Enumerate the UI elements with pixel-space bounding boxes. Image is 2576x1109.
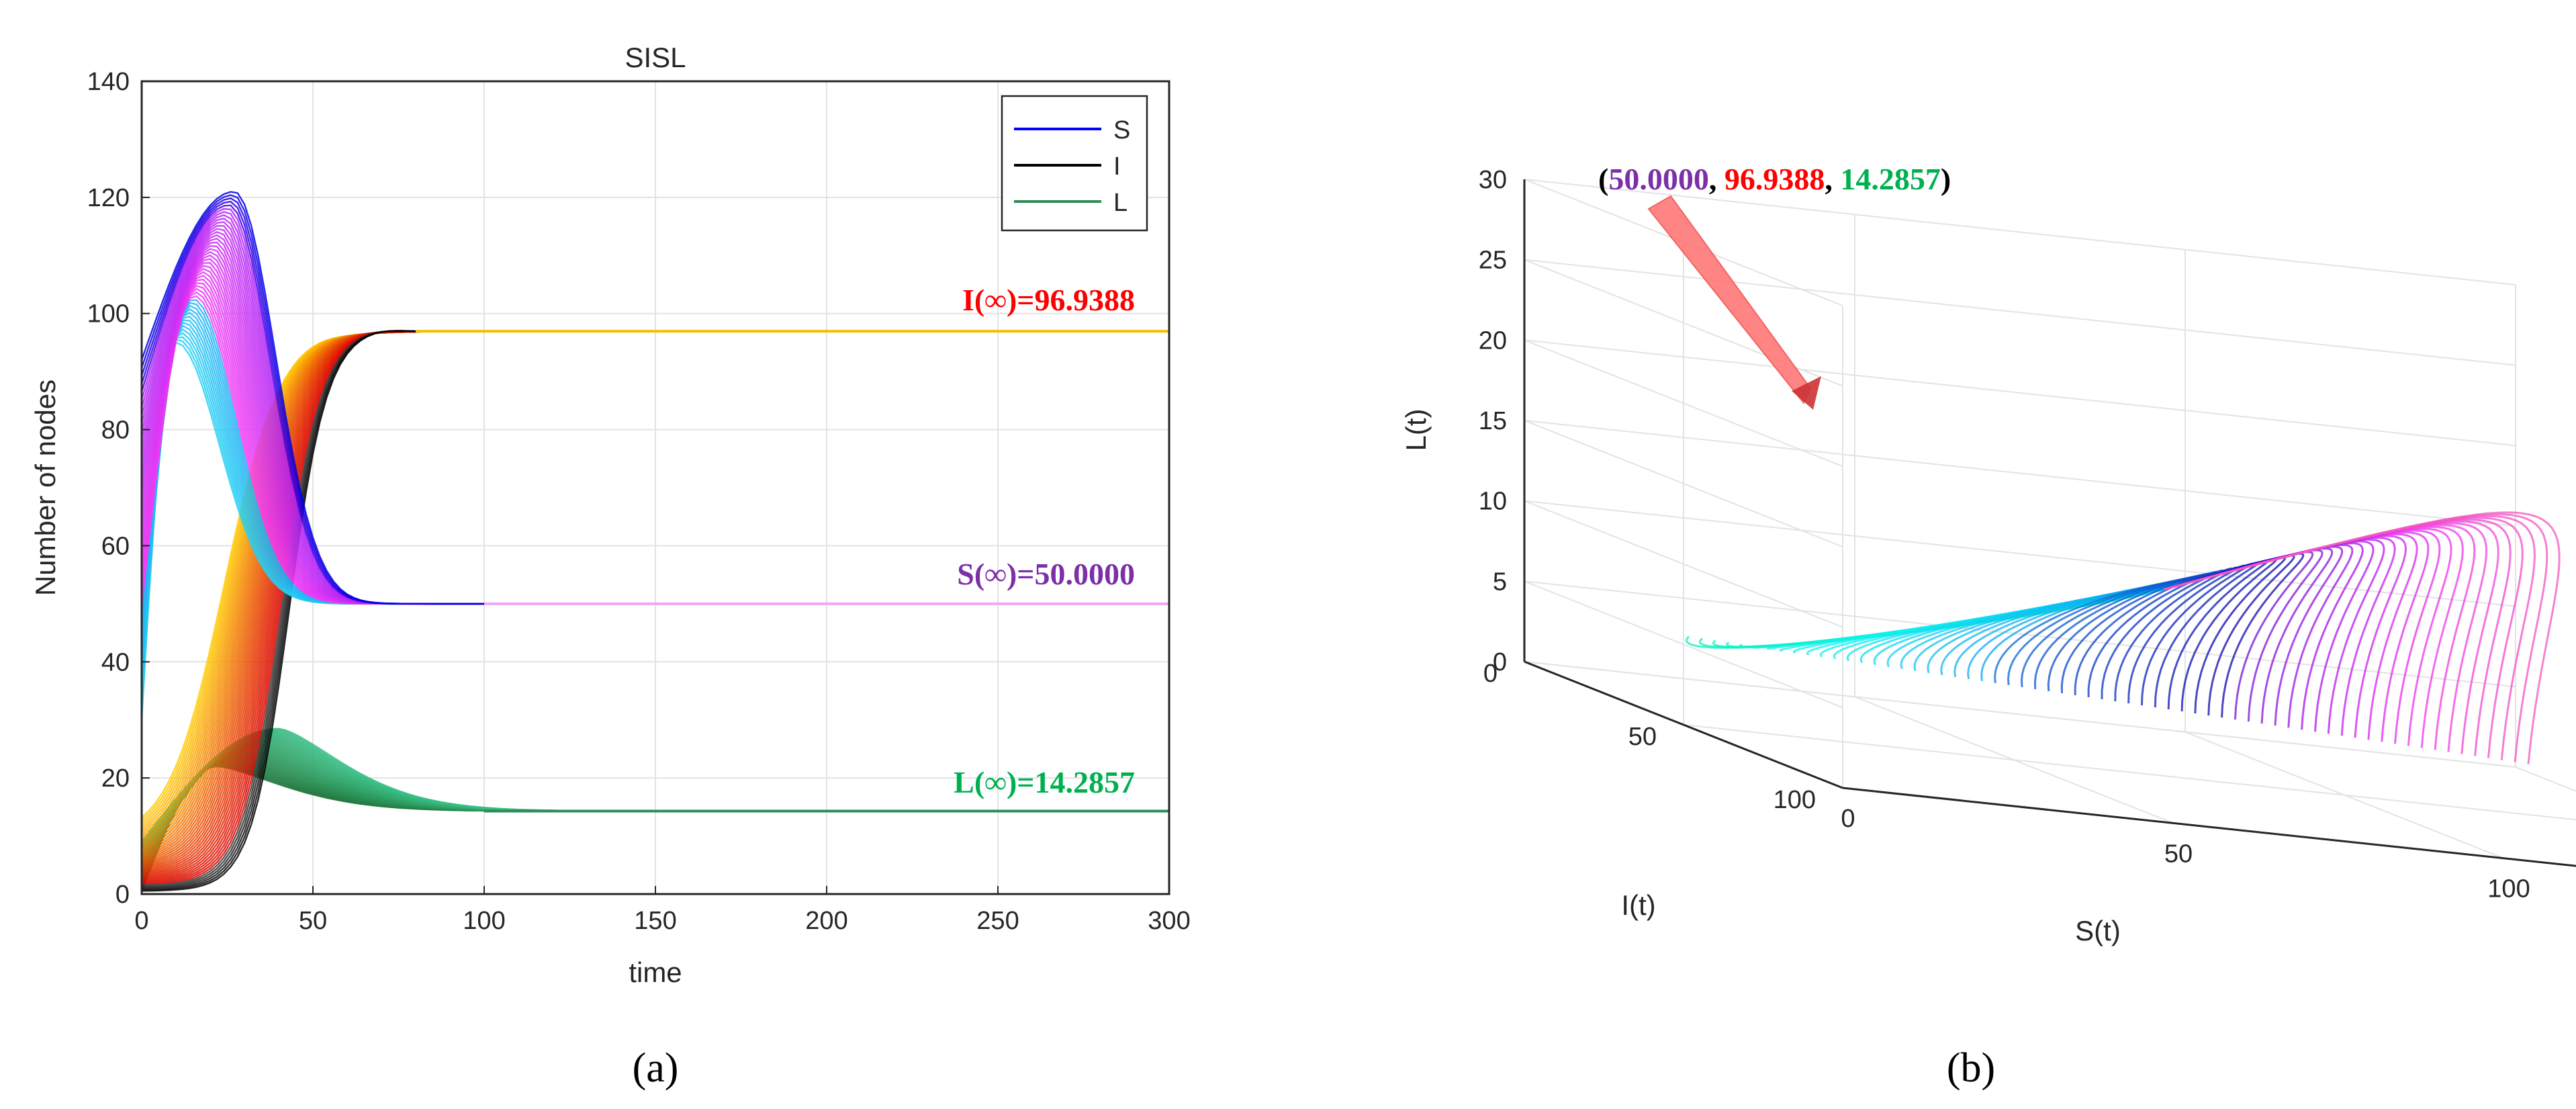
y-tick-label: 100 — [1774, 786, 1816, 814]
z-tick-label: 30 — [1479, 166, 1507, 194]
panel-b-phase-portrait: 051015202530050100050100150 L(t) I(t) S(… — [1400, 162, 2576, 1091]
z-tick-label: 20 — [1479, 326, 1507, 355]
y-tick-label: 40 — [101, 648, 130, 676]
equilibrium-arrow — [1647, 195, 1821, 410]
z-tick-label: 25 — [1479, 247, 1507, 275]
grid-back-wall — [1524, 500, 2516, 607]
legend-entry-l: L — [1113, 189, 1128, 217]
x-tick-label: 50 — [2164, 840, 2193, 868]
x-tick-label: 100 — [463, 907, 505, 935]
z-tick-label: 15 — [1479, 407, 1507, 435]
x-tick-label: 250 — [976, 907, 1019, 935]
caption-b: (b) — [1947, 1045, 1995, 1091]
legend-entry-s: S — [1113, 116, 1130, 144]
plot-a-y-axis-label: Number of nodes — [30, 380, 61, 596]
grid-back-wall — [1524, 339, 2516, 447]
grid-floor — [2515, 766, 2576, 792]
x-tick-label: 150 — [634, 907, 676, 935]
y-tick-label: 0 — [1483, 660, 1498, 688]
plot-a-series — [140, 191, 1169, 892]
phase-trajectory — [2163, 537, 2396, 736]
grid-back-wall — [1524, 420, 2516, 527]
point-label-sep2: , — [1825, 162, 1840, 196]
legend-box — [1001, 95, 1148, 232]
equilibrium-point-label: (50.0000, 96.9388, 14.2857) — [1598, 162, 1951, 196]
grid-floor — [1842, 787, 2576, 867]
plot-b-y-axis-label: I(t) — [1621, 889, 1655, 921]
z-tick-label: 5 — [1493, 568, 1507, 596]
grid-floor — [1524, 661, 2516, 768]
plot-a-title: SISL — [625, 42, 686, 73]
point-label-s: 50.0000 — [1608, 162, 1709, 196]
plot-b-x-axis-label: S(t) — [2075, 915, 2121, 946]
y-tick-label: 60 — [101, 532, 130, 560]
x-tick-label: 300 — [1148, 907, 1190, 935]
plot-b-trajectories — [1685, 511, 2561, 764]
x-tick-label: 100 — [2487, 875, 2530, 903]
x-axis-line — [1842, 787, 2576, 867]
x-tick-label: 0 — [134, 907, 148, 935]
grid-back-wall — [1524, 259, 2516, 366]
y-tick-label: 120 — [87, 184, 130, 212]
grid-back-wall — [1524, 179, 2516, 285]
point-label-i: 96.9388 — [1724, 162, 1825, 196]
phase-trajectory — [2163, 547, 2334, 724]
phase-trajectory — [2163, 511, 2561, 764]
y-tick-label: 140 — [87, 68, 130, 96]
y-tick-label: 100 — [87, 300, 130, 328]
legend-entry-i: I — [1113, 152, 1121, 181]
point-label-l: 14.2857 — [1840, 162, 1941, 196]
point-label-sep1: , — [1709, 162, 1724, 196]
plot-a-ticks: 0 50 100 150 200 250 300 0 20 40 60 80 100 120 140 — [87, 68, 1191, 935]
annotation-i-infinity: I(∞)=96.9388 — [962, 283, 1135, 317]
plot-b-3d-box — [1523, 179, 2576, 867]
grid-floor — [1683, 724, 2576, 821]
grid-back-wall — [1524, 580, 2516, 688]
y-tick-label: 80 — [101, 416, 130, 445]
phase-trajectory — [2163, 535, 2407, 738]
point-label-open: ( — [1598, 162, 1608, 196]
x-tick-label: 50 — [299, 907, 327, 935]
y-axis-line — [1524, 660, 1843, 789]
annotation-s-infinity: S(∞)=50.0000 — [957, 557, 1135, 591]
phase-trajectory — [2163, 529, 2441, 744]
phase-trajectory — [2163, 527, 2452, 746]
y-tick-label: 50 — [1628, 723, 1657, 751]
plot-a-x-axis-label: time — [629, 957, 682, 988]
x-tick-label: 0 — [1841, 805, 1855, 833]
caption-a: (a) — [633, 1045, 679, 1091]
x-tick-label: 200 — [805, 907, 847, 935]
y-tick-label: 0 — [116, 881, 130, 909]
point-label-close: ) — [1941, 162, 1951, 196]
annotation-l-infinity: L(∞)=14.2857 — [954, 765, 1135, 799]
plot-b-ticks: 051015202530050100050100150 — [1479, 166, 2530, 903]
plot-b-z-axis-label: L(t) — [1400, 409, 1432, 451]
y-tick-label: 20 — [101, 764, 130, 793]
z-tick-label: 0 — [1493, 648, 1507, 676]
plot-a-legend: S I L — [1001, 95, 1148, 232]
z-tick-label: 10 — [1479, 488, 1507, 516]
